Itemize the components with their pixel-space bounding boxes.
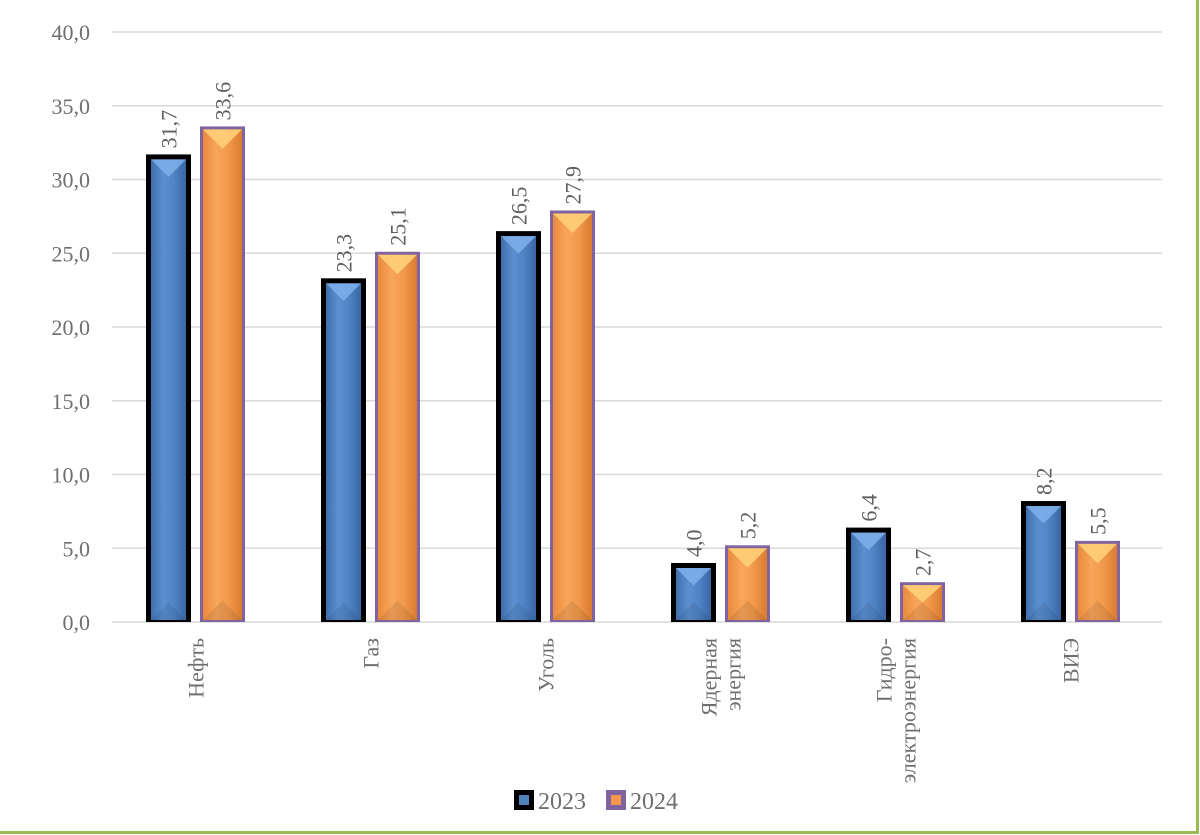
bar-bevel-bottom bbox=[378, 600, 417, 620]
bar-fill bbox=[501, 236, 536, 620]
data-label: 5,5 bbox=[1086, 507, 1111, 535]
data-labels: 31,7 33,6 23,3 25,1 26,5 27,9 4,0 5,2 6,4 2,7 8,2 5… bbox=[157, 82, 1111, 576]
bar-2023 bbox=[1021, 501, 1066, 622]
bar-bevel-bottom bbox=[1026, 602, 1061, 620]
bar-bevel-bottom bbox=[326, 602, 361, 620]
bar-bevel-bottom bbox=[903, 602, 942, 620]
bar-bevel-top bbox=[903, 585, 942, 603]
bar-fill bbox=[151, 159, 186, 621]
x-tick-label: Уголь bbox=[534, 638, 559, 692]
data-label: 4,0 bbox=[682, 530, 707, 558]
x-axis: Нефть Газ Уголь Ядерная энергия Гидро-электро… bbox=[184, 638, 1084, 783]
data-label: 8,2 bbox=[1032, 468, 1057, 496]
data-label: 25,1 bbox=[386, 207, 411, 246]
bar-bevel-bottom bbox=[553, 600, 592, 620]
bar-2024 bbox=[725, 545, 770, 622]
bar-bevel-bottom bbox=[151, 602, 186, 620]
y-tick-label: 25,0 bbox=[52, 241, 91, 266]
bar-bevel-bottom bbox=[1078, 600, 1117, 620]
legend-swatch-fill bbox=[611, 795, 621, 805]
x-tick-label: Ядерная bbox=[697, 638, 722, 716]
bar-bevel-bottom bbox=[728, 600, 767, 620]
data-label: 27,9 bbox=[561, 166, 586, 205]
bar-2023 bbox=[846, 527, 891, 622]
x-tick-label: энергия bbox=[721, 638, 746, 711]
bar-2024 bbox=[375, 251, 420, 622]
bar-bevel-top bbox=[728, 548, 767, 568]
x-tick-label: Газ bbox=[359, 638, 384, 669]
bar-bevel-bottom bbox=[203, 600, 242, 620]
bar-bevel-top bbox=[553, 213, 592, 233]
bar-2023 bbox=[496, 231, 541, 622]
data-label: 26,5 bbox=[507, 187, 532, 226]
bar-2024 bbox=[900, 582, 945, 622]
x-tick-label: ВИЭ bbox=[1059, 638, 1084, 683]
y-tick-label: 10,0 bbox=[52, 463, 91, 488]
x-tick-label: электроэнергия bbox=[896, 638, 921, 783]
bar-fill bbox=[1026, 506, 1061, 620]
y-tick-label: 40,0 bbox=[52, 20, 91, 45]
bar-bevel-bottom bbox=[501, 602, 536, 620]
bar-bevel-top bbox=[501, 236, 536, 254]
data-label: 6,4 bbox=[857, 494, 882, 522]
data-label: 33,6 bbox=[211, 82, 236, 121]
bar-bevel-bottom bbox=[676, 602, 711, 620]
bars bbox=[146, 126, 1120, 623]
bar-2023 bbox=[671, 563, 716, 622]
bar-bevel-top bbox=[851, 532, 886, 551]
legend: 2023 2024 bbox=[514, 789, 678, 815]
y-tick-label: 15,0 bbox=[52, 389, 91, 414]
gridlines bbox=[112, 31, 1162, 623]
bar-2023 bbox=[146, 154, 191, 623]
data-label: 2,7 bbox=[911, 549, 936, 577]
bar-2023 bbox=[321, 278, 366, 622]
y-tick-label: 20,0 bbox=[52, 315, 91, 340]
bar-bevel-top bbox=[1026, 506, 1061, 524]
y-tick-label: 0,0 bbox=[63, 610, 91, 635]
bar-bevel-bottom bbox=[851, 602, 886, 620]
bar-bevel-top bbox=[326, 283, 361, 301]
bar-bevel-top bbox=[378, 254, 417, 275]
legend-item-2023: 2023 bbox=[514, 789, 586, 815]
y-tick-label: 30,0 bbox=[52, 168, 91, 193]
bar-fill bbox=[553, 213, 592, 620]
data-label: 31,7 bbox=[157, 110, 182, 149]
data-label: 23,3 bbox=[332, 234, 357, 273]
bar-2024 bbox=[200, 126, 245, 623]
bar-bevel-top bbox=[203, 129, 242, 149]
bar-fill bbox=[326, 283, 361, 620]
x-tick-label: Нефть bbox=[184, 638, 209, 698]
y-axis: 0,0 5,0 10,0 15,0 20,0 25,0 30,0 35,0 40,0 bbox=[52, 20, 91, 635]
bar-2024 bbox=[1075, 540, 1120, 622]
bar-bevel-top bbox=[151, 159, 186, 177]
bar-fill bbox=[203, 129, 242, 620]
bar-fill bbox=[378, 254, 417, 620]
x-tick-label: Гидро- bbox=[872, 638, 897, 702]
bar-bevel-top bbox=[1078, 543, 1117, 564]
y-tick-label: 5,0 bbox=[63, 536, 91, 561]
bar-2024 bbox=[550, 210, 595, 622]
data-label: 5,2 bbox=[736, 512, 761, 540]
legend-label: 2023 bbox=[538, 789, 586, 815]
legend-label: 2024 bbox=[630, 789, 678, 815]
legend-item-2024: 2024 bbox=[606, 789, 678, 815]
y-tick-label: 35,0 bbox=[52, 94, 91, 119]
bar-bevel-top bbox=[676, 568, 711, 586]
legend-swatch-fill bbox=[519, 795, 529, 805]
